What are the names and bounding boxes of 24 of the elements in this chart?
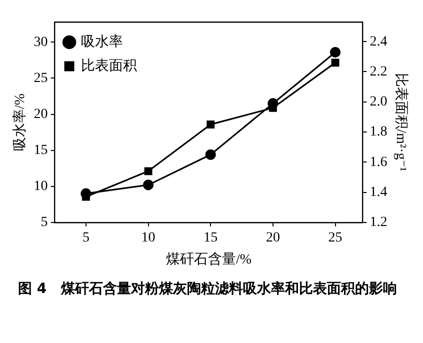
y-axis-title: 吸水率/%: [12, 93, 28, 151]
y-tick-label: 30: [34, 34, 48, 50]
y-tick-label: 5: [40, 215, 48, 230]
x-tick-label: 10: [141, 230, 156, 246]
x-tick-label: 15: [204, 230, 218, 246]
y2-tick-label: 1.4: [370, 184, 388, 200]
x-tick-label: 5: [82, 230, 90, 246]
y2-axis-title: 比表面积/m²·g⁻¹: [392, 73, 409, 172]
x-axis-title: 煤矸石含量/%: [166, 251, 252, 268]
y2-tick-label: 1.6: [370, 154, 388, 170]
y-tick-label: 10: [34, 179, 48, 194]
y-tick-label: 25: [34, 70, 48, 86]
y-tick-label: 15: [34, 142, 48, 158]
y2-tick-label: 2.0: [370, 94, 388, 110]
y2-tick-label: 2.4: [370, 34, 388, 50]
y-tick-label: 20: [34, 106, 48, 122]
text: 图 4 煤矸石含量对粉煤灰陶粒滤料吸水率和比表面积的影响: [17, 280, 398, 299]
x-tick-label: 25: [328, 230, 342, 246]
legend-label: 比表面积: [80, 58, 137, 74]
y2-tick-label: 1.8: [370, 124, 388, 140]
x-tick-label: 20: [266, 230, 280, 246]
y2-tick-label: 1.2: [370, 215, 388, 230]
y2-tick-label: 2.2: [370, 64, 388, 80]
legend-label: 吸水率: [80, 34, 123, 50]
